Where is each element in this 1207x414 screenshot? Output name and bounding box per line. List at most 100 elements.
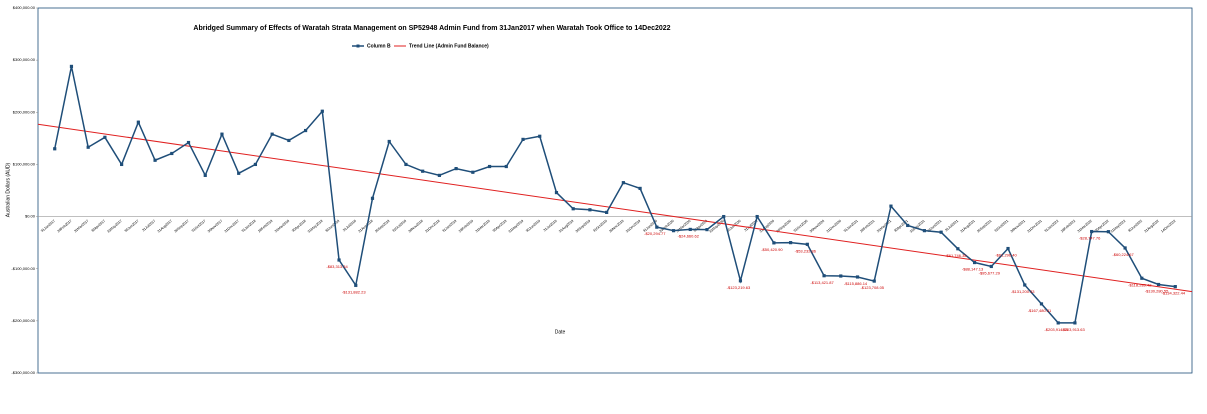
data-point [103, 135, 107, 139]
data-point [1056, 321, 1060, 325]
x-tick-label: 31Dec2017 [224, 219, 240, 234]
data-point [738, 279, 743, 283]
data-point [839, 274, 843, 278]
data-point [136, 120, 140, 124]
x-tick-label: 30Nov2019 [608, 219, 624, 234]
series-line [53, 66, 1176, 324]
data-point [437, 173, 441, 177]
y-tick-label: -$200,000.00 [11, 318, 35, 323]
data-point [805, 242, 809, 246]
x-tick-label: 31Jul2018 [342, 219, 357, 232]
x-tick-label: 31May2017 [106, 219, 123, 234]
x-tick-label: 28Feb2022 [1060, 219, 1076, 233]
x-tick-label: 31Aug2022 [1143, 219, 1159, 234]
x-tick-label: 31Oct2019 [592, 219, 608, 233]
y-axis-label: Australian Dollars (AUD) [5, 162, 11, 217]
data-point [1173, 285, 1177, 289]
data-point [655, 225, 659, 229]
data-point [1140, 276, 1144, 280]
data-point [504, 164, 508, 169]
data-point [554, 190, 559, 195]
x-tick-label: 31May2019 [508, 219, 525, 234]
data-point [287, 138, 291, 143]
data-point [220, 132, 224, 136]
y-tick-label: -$300,000.00 [11, 370, 35, 375]
data-point [421, 169, 425, 173]
x-tick-label: 30Jun2017 [124, 219, 140, 233]
data-point [471, 170, 475, 174]
data-point [1006, 246, 1010, 251]
data-point [772, 241, 776, 245]
x-tick-label: 28Feb2018 [257, 219, 273, 233]
x-tick-label: 31Jan2017 [40, 219, 56, 233]
trend-line [37, 123, 1193, 293]
x-tick-label: 30Nov2020 [809, 219, 825, 234]
x-tick-label: 30Apr2017 [90, 219, 106, 233]
data-point [387, 139, 391, 144]
data-label: -$118,289.42 [1128, 282, 1152, 287]
data-point [86, 145, 90, 149]
x-tick-label: 31Aug2017 [157, 219, 173, 234]
data-point [922, 229, 927, 233]
data-point [588, 208, 592, 212]
x-tick-label: 31Mar2020 [675, 219, 691, 233]
x-axis-label: Date [555, 329, 566, 335]
x-tick-label: 30Jun2018 [324, 219, 340, 233]
data-label: -$123,708.05 [860, 285, 884, 290]
data-point [487, 164, 492, 169]
data-point [153, 158, 157, 162]
data-point [1123, 246, 1127, 250]
data-point [354, 283, 358, 287]
data-point [989, 264, 993, 269]
x-tick-label: 30Nov2021 [1010, 219, 1026, 234]
data-point [638, 186, 642, 191]
x-tick-label: 31Jul2017 [141, 219, 156, 232]
x-tick-label: 31Dec2020 [826, 219, 842, 234]
data-point [822, 274, 826, 278]
y-tick-label: $400,000.00 [13, 5, 36, 10]
x-tick-label: 30Apr2018 [291, 219, 307, 233]
y-tick-label: $200,000.00 [13, 109, 36, 114]
data-label: -$50,420.90 [761, 247, 783, 252]
data-label: -$167,480.31 [1028, 308, 1052, 313]
x-tick-label: 31Oct2020 [793, 219, 809, 233]
x-tick-label: 31May2022 [1110, 219, 1127, 234]
data-label: -$60,224.67 [1112, 252, 1134, 257]
data-point [404, 162, 408, 167]
data-label: -$131,882.23 [342, 289, 366, 294]
data-point [705, 228, 709, 232]
y-tick-label: $300,000.00 [13, 57, 36, 62]
x-tick-label: 30Apr2019 [492, 219, 508, 233]
x-tick-label: 31Jan2019 [442, 219, 458, 233]
data-point [571, 207, 575, 211]
data-label: -$134,322.44 [1161, 291, 1185, 296]
data-point [538, 134, 542, 138]
data-label: -$130,280.55 [1145, 289, 1169, 294]
data-label: -$115,886.14 [844, 281, 868, 286]
x-tick-label: 30Nov2017 [207, 219, 223, 234]
x-tick-label: 31Mar2021 [876, 219, 892, 233]
data-label: -$113,421.87 [810, 280, 834, 285]
data-point [605, 210, 609, 214]
x-tick-label: 31Aug2019 [558, 219, 574, 234]
data-label: -$131,200.33 [1011, 289, 1035, 294]
data-label: -$61,296.40 [995, 253, 1017, 258]
x-tick-label: 31Jul2021 [944, 219, 959, 232]
x-tick-label: 31Oct2021 [994, 219, 1010, 233]
data-point [1090, 229, 1094, 234]
data-label: -$20,294.77 [644, 231, 666, 236]
data-point [120, 162, 124, 167]
data-point [621, 181, 625, 185]
x-tick-label: 31May2018 [307, 219, 324, 234]
x-tick-label: 28Feb2021 [859, 219, 875, 233]
data-label: -$83,313.34 [326, 264, 348, 269]
data-point [1039, 302, 1044, 306]
chart-title: Abridged Summary of Effects of Waratah S… [193, 25, 670, 32]
x-tick-label: 31Dec2018 [424, 219, 440, 234]
data-label: -$203,914.85 [1044, 327, 1068, 332]
data-point [203, 173, 207, 177]
x-tick-label: 28Feb2019 [458, 219, 474, 233]
data-point [755, 214, 759, 219]
data-point [186, 140, 191, 145]
